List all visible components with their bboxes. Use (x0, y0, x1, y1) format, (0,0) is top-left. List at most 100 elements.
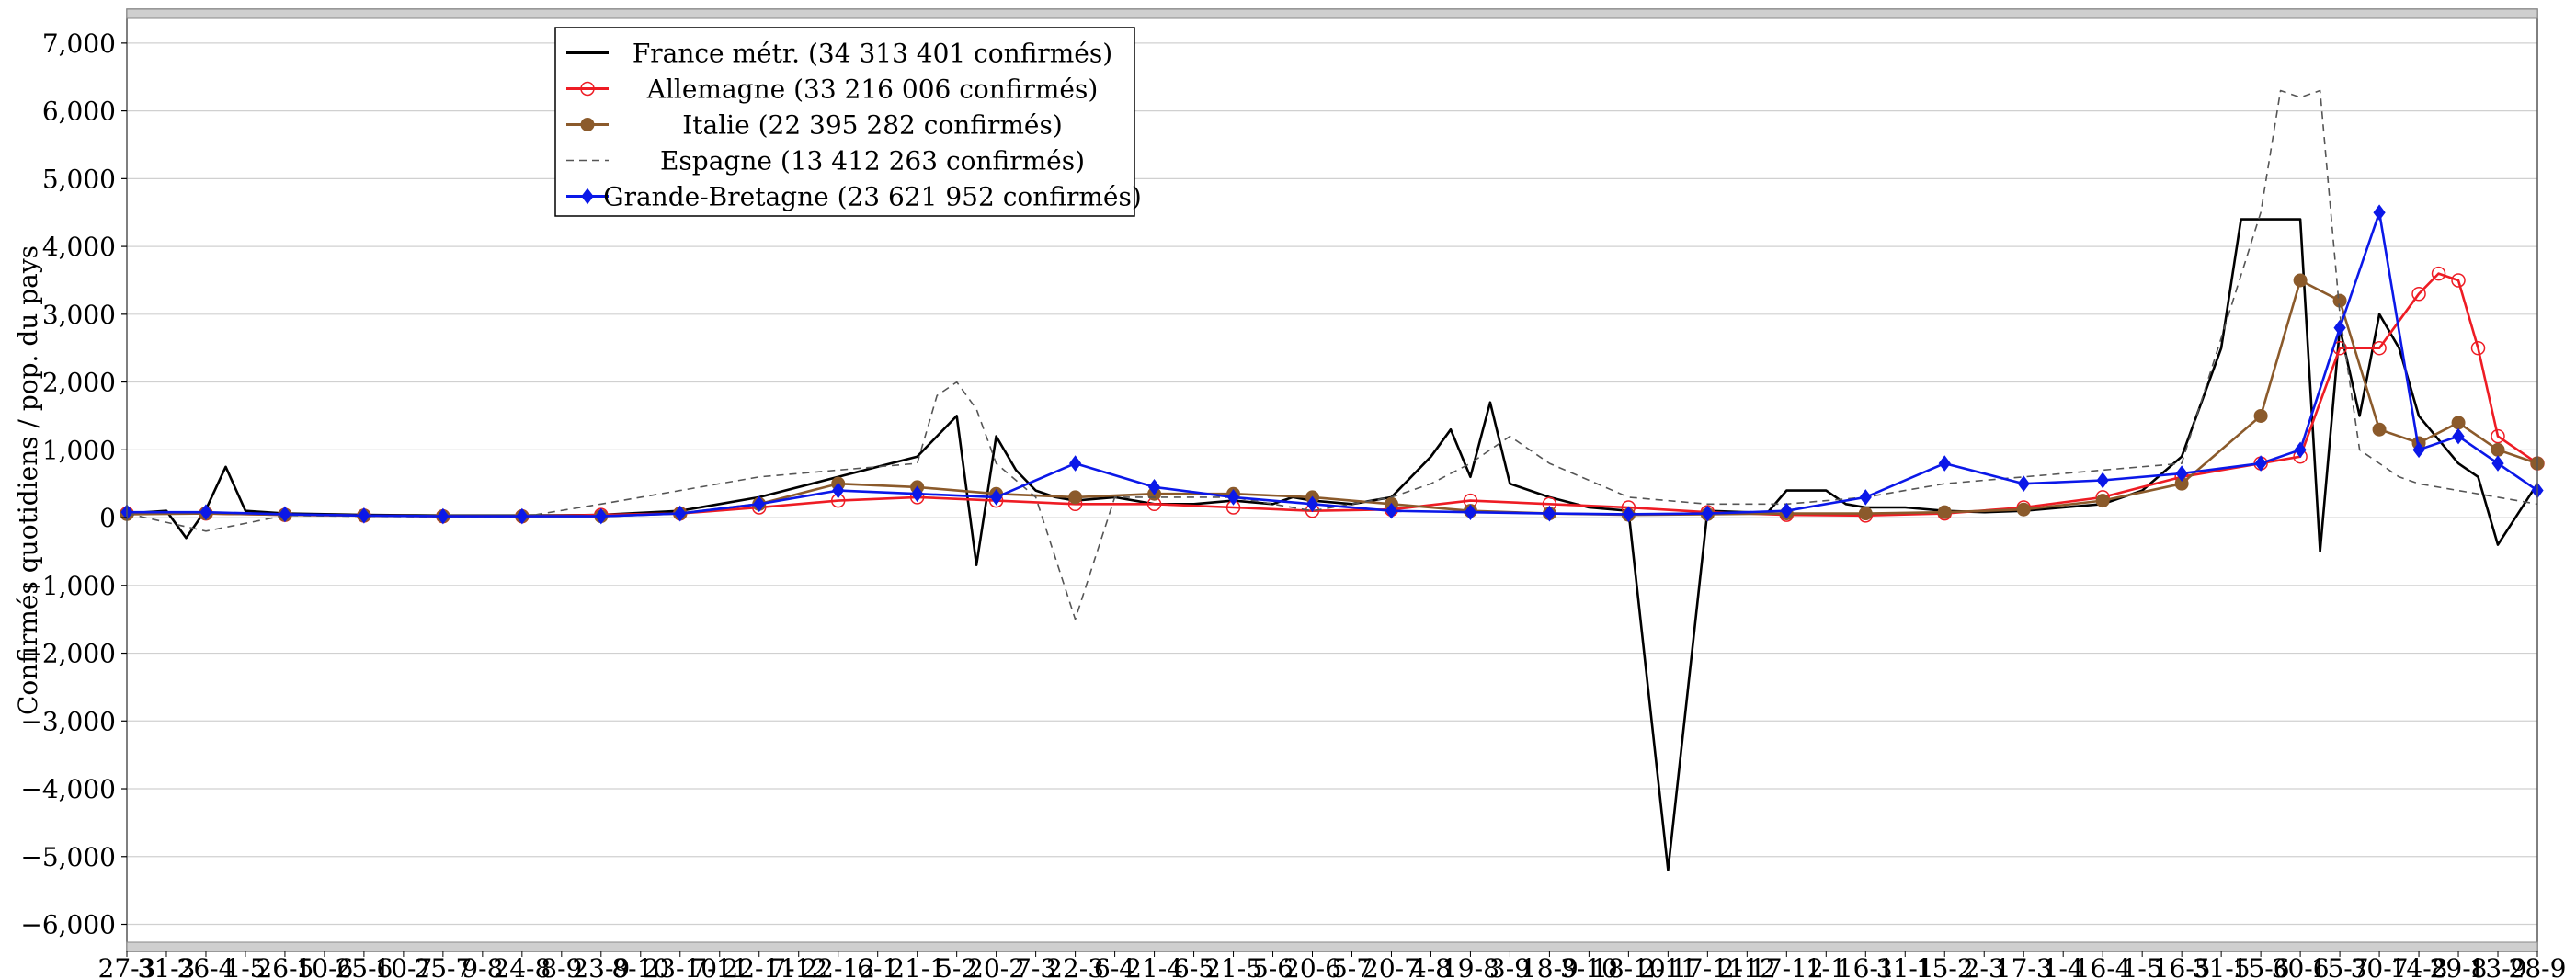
series-marker (753, 495, 766, 513)
y-tick-label: 1,000 (42, 435, 116, 465)
series-marker (1068, 455, 1082, 472)
series-marker (2452, 427, 2465, 445)
y-tick-label: 7,000 (42, 28, 116, 59)
series-marker (1937, 505, 1952, 519)
series-marker (1305, 495, 1319, 513)
series-marker (1226, 489, 1240, 506)
series-marker (2491, 455, 2504, 472)
series-3 (126, 89, 2538, 620)
x-tick-label: 15-7 (2311, 953, 2369, 979)
x-tick-label: 23-9 (572, 953, 630, 979)
series-marker (580, 81, 595, 97)
x-tick-label: 23-10 (643, 953, 717, 979)
series-marker (2491, 442, 2505, 457)
x-tick-label: 1-4 (2043, 953, 2084, 979)
x-tick-label: 6-1 (857, 953, 898, 979)
series-marker (1701, 505, 1714, 522)
series-marker (199, 504, 212, 520)
series-marker (2175, 465, 2188, 482)
series-4 (120, 204, 2544, 525)
series-marker (911, 485, 924, 503)
y-tick-label: −5,000 (20, 842, 116, 872)
y-tick-label: 0 (99, 503, 116, 533)
y-tick-label: 6,000 (42, 97, 116, 127)
x-tick-label: 16-4 (2074, 953, 2132, 979)
x-axis-ticks: 27-331-326-41-526-510-625-610-725-79-824… (98, 951, 2567, 979)
x-tick-label: 6-5 (1173, 953, 1214, 979)
x-tick-label: 16-5 (2153, 953, 2211, 979)
x-tick-label: 4-8 (1410, 953, 1452, 979)
x-tick-label: 22-12 (801, 953, 875, 979)
legend-entry-label: Espagne (13 412 263 confirmés) (660, 146, 1085, 176)
x-tick-label: 5-2 (936, 953, 977, 979)
series-marker (2412, 441, 2425, 459)
series-marker (2017, 475, 2030, 493)
legend-entry-label: France métr. (34 313 401 confirmés) (633, 39, 1112, 69)
legend-entry-label: Allemagne (33 216 006 confirmés) (646, 74, 1099, 105)
series-marker (580, 118, 595, 131)
x-tick-label: 17-11 (1670, 953, 1745, 979)
series-marker (990, 489, 1003, 506)
series-marker (2372, 422, 2387, 437)
x-tick-label: 1-5 (224, 953, 266, 979)
y-tick-label: −4,000 (20, 774, 116, 804)
series-marker (279, 506, 291, 523)
series-marker (2451, 416, 2466, 430)
y-tick-label: 4,000 (42, 232, 116, 262)
x-tick-label: 26-4 (177, 953, 235, 979)
x-tick-label: 15-2 (1916, 953, 1974, 979)
series-marker (2096, 472, 2109, 489)
x-tick-label: 10-7 (374, 953, 432, 979)
series-marker (1938, 455, 1951, 472)
x-tick-label: 18-9 (1521, 953, 1579, 979)
x-tick-label: 3-9 (1489, 953, 1531, 979)
x-tick-label: 28-9 (2509, 953, 2567, 979)
x-tick-label: 31-1 (1876, 953, 1934, 979)
legend-box (554, 27, 1135, 217)
series-marker (2095, 494, 2110, 508)
x-tick-label: 16-1 (1837, 953, 1895, 979)
series-marker (2491, 428, 2505, 444)
y-tick-label: 3,000 (42, 300, 116, 330)
series-marker (1780, 502, 1793, 519)
x-tick-label: 25-7 (414, 953, 472, 979)
series-marker (2373, 204, 2386, 222)
series-marker (581, 188, 594, 205)
x-tick-label: 2-12 (1718, 953, 1776, 979)
series-marker (2431, 266, 2446, 281)
x-tick-label: 1-1 (1806, 953, 1847, 979)
legend-entry-label: Grande-Bretagne (23 621 952 confirmés) (603, 182, 1142, 212)
series-marker (2372, 340, 2387, 356)
x-tick-label: 21-4 (1125, 953, 1183, 979)
y-tick-label: −1,000 (20, 571, 116, 601)
x-tick-label: 22-11 (722, 953, 796, 979)
x-tick-label: 30-7 (2351, 953, 2409, 979)
series-marker (674, 505, 687, 522)
y-axis-ticks: −6,000 −5,000 −4,000 −3,000 −2,000 −1,000 0 1,0… (20, 28, 127, 940)
series-marker (2333, 319, 2346, 336)
x-tick-label: 13-9 (2469, 953, 2527, 979)
y-tick-label: −2,000 (20, 639, 116, 669)
series-marker (1385, 502, 1398, 519)
x-tick-label: 2-11 (1639, 953, 1697, 979)
x-tick-label: 26-5 (256, 953, 313, 979)
x-tick-label: 5-7 (1331, 953, 1373, 979)
series-marker (358, 507, 370, 524)
series-marker (832, 482, 845, 499)
y-tick-label: −3,000 (20, 706, 116, 736)
series-marker (1543, 505, 1556, 522)
x-tick-label: 5-6 (1252, 953, 1294, 979)
series-marker (1858, 507, 1873, 521)
x-tick-label: 20-6 (1283, 953, 1341, 979)
y-tick-label: 5,000 (42, 164, 116, 194)
legend: France métr. (34 313 401 confirmés) Allem… (554, 27, 1142, 217)
x-tick-label: 24-8 (493, 953, 551, 979)
x-tick-label: 18-10 (1591, 953, 1666, 979)
x-tick-label: 8-9 (541, 953, 582, 979)
plot-bottom-border (126, 941, 2538, 952)
y-tick-label: −6,000 (20, 910, 116, 940)
series-marker (1068, 490, 1083, 505)
x-tick-label: 8-10 (611, 953, 669, 979)
